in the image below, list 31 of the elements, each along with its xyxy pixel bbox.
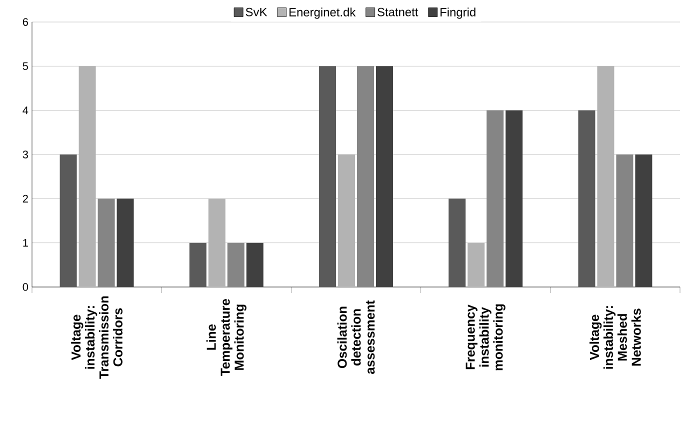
- bar: [448, 198, 466, 287]
- bar: [227, 242, 244, 287]
- bar: [189, 242, 206, 287]
- bar: [616, 154, 634, 287]
- y-tick-label: 3: [22, 150, 28, 158]
- x-tick-label: Frequency instability monitoring: [466, 304, 506, 370]
- legend-label: Statnett: [378, 8, 418, 16]
- y-tick-label: 5: [22, 62, 28, 70]
- y-tick-label: 6: [22, 18, 28, 26]
- y-tick-label: 2: [22, 194, 28, 202]
- bar: [357, 66, 374, 287]
- y-tick-label: 0: [22, 283, 28, 291]
- x-tick-label: Voltage instability: Transmission Corridors: [71, 296, 122, 379]
- y-tick-label: 4: [22, 106, 28, 114]
- bar: [60, 154, 77, 287]
- legend-label: Energinet.dk: [290, 8, 356, 19]
- bar: [246, 242, 264, 287]
- y-tick-label: 1: [23, 239, 28, 247]
- bar: [319, 66, 336, 287]
- x-tick-label: Line Temperature Monitoring: [206, 298, 246, 376]
- x-tick-label: Oscilation detection assessment: [337, 300, 375, 374]
- x-tick-label: Voltage instability: Meshed Networks: [590, 306, 641, 369]
- bar: [486, 110, 504, 287]
- bar: [116, 198, 134, 287]
- legend-label: SvK: [246, 8, 268, 16]
- bar: [635, 154, 652, 287]
- bar: [506, 110, 523, 287]
- bar: [578, 110, 596, 287]
- legend-label: Fingrid: [440, 8, 476, 19]
- bar: [98, 198, 115, 287]
- bar: [376, 66, 393, 287]
